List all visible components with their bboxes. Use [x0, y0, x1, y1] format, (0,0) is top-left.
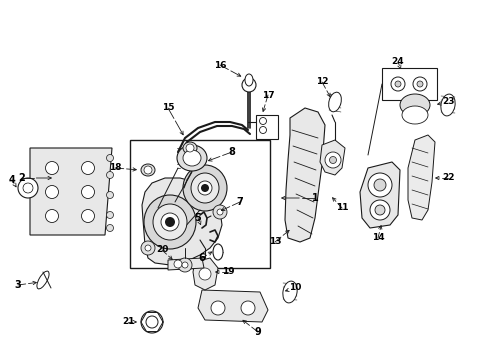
Text: 1: 1	[312, 193, 318, 203]
Ellipse shape	[441, 94, 455, 116]
Circle shape	[141, 241, 155, 255]
Text: 9: 9	[255, 327, 261, 337]
Polygon shape	[198, 290, 268, 322]
Polygon shape	[360, 162, 400, 228]
Circle shape	[417, 81, 423, 87]
Ellipse shape	[283, 281, 297, 303]
Circle shape	[186, 144, 194, 152]
Ellipse shape	[153, 204, 187, 240]
Circle shape	[174, 260, 182, 268]
Bar	[382, 68, 437, 100]
Text: 4: 4	[9, 175, 15, 185]
Circle shape	[201, 184, 209, 192]
Circle shape	[106, 192, 114, 198]
Circle shape	[329, 157, 337, 163]
Ellipse shape	[213, 244, 223, 260]
Circle shape	[141, 311, 163, 333]
Ellipse shape	[191, 173, 219, 203]
Text: 23: 23	[442, 98, 454, 107]
Circle shape	[211, 301, 225, 315]
Polygon shape	[408, 135, 435, 220]
Text: 11: 11	[336, 203, 348, 212]
Text: 5: 5	[195, 213, 201, 223]
Circle shape	[23, 183, 33, 193]
Circle shape	[370, 200, 390, 220]
Circle shape	[391, 77, 405, 91]
Text: 2: 2	[19, 173, 25, 183]
Circle shape	[325, 152, 341, 168]
Circle shape	[374, 179, 386, 191]
Text: 22: 22	[442, 174, 454, 183]
Ellipse shape	[402, 106, 428, 124]
Circle shape	[146, 316, 158, 328]
Circle shape	[213, 205, 227, 219]
Circle shape	[395, 81, 401, 87]
Polygon shape	[142, 178, 222, 265]
Circle shape	[144, 166, 152, 174]
Ellipse shape	[177, 145, 207, 171]
Circle shape	[241, 301, 255, 315]
Text: 16: 16	[214, 60, 226, 69]
Text: 13: 13	[269, 238, 281, 247]
Circle shape	[81, 185, 95, 198]
Circle shape	[106, 154, 114, 162]
Text: 8: 8	[228, 147, 235, 157]
Circle shape	[106, 225, 114, 231]
Circle shape	[375, 205, 385, 215]
Text: 10: 10	[289, 284, 301, 292]
Text: 14: 14	[372, 234, 384, 243]
Ellipse shape	[141, 164, 155, 176]
Polygon shape	[320, 140, 345, 175]
Ellipse shape	[161, 213, 179, 231]
Circle shape	[260, 117, 267, 125]
Text: 19: 19	[221, 267, 234, 276]
Circle shape	[242, 78, 256, 92]
Circle shape	[178, 258, 192, 272]
Text: 6: 6	[198, 253, 205, 263]
Circle shape	[46, 210, 58, 222]
Circle shape	[106, 211, 114, 219]
Text: 24: 24	[392, 58, 404, 67]
Polygon shape	[30, 148, 112, 235]
Text: 15: 15	[162, 104, 174, 112]
Polygon shape	[285, 108, 325, 242]
Circle shape	[165, 217, 175, 227]
Circle shape	[413, 77, 427, 91]
Circle shape	[23, 183, 33, 193]
Polygon shape	[193, 258, 218, 290]
Text: 20: 20	[156, 246, 168, 255]
Circle shape	[145, 245, 151, 251]
Ellipse shape	[245, 74, 253, 86]
Circle shape	[46, 185, 58, 198]
Text: 17: 17	[262, 90, 274, 99]
Ellipse shape	[37, 271, 49, 289]
Bar	[256, 115, 278, 139]
Circle shape	[46, 162, 58, 175]
Text: 7: 7	[237, 197, 244, 207]
Text: 21: 21	[122, 318, 134, 327]
Circle shape	[81, 162, 95, 175]
Circle shape	[106, 171, 114, 179]
Circle shape	[18, 178, 38, 198]
Circle shape	[199, 268, 211, 280]
Polygon shape	[168, 258, 204, 270]
Ellipse shape	[198, 181, 212, 195]
Ellipse shape	[183, 150, 201, 166]
Ellipse shape	[183, 142, 197, 154]
Ellipse shape	[400, 94, 430, 116]
Bar	[130, 140, 270, 268]
Ellipse shape	[144, 195, 196, 249]
Circle shape	[182, 262, 188, 268]
Text: 12: 12	[316, 77, 328, 86]
Circle shape	[81, 210, 95, 222]
Ellipse shape	[329, 92, 342, 112]
Text: 3: 3	[15, 280, 22, 290]
Text: 18: 18	[109, 163, 121, 172]
Circle shape	[217, 209, 223, 215]
Circle shape	[260, 126, 267, 134]
Circle shape	[368, 173, 392, 197]
Ellipse shape	[183, 165, 227, 211]
